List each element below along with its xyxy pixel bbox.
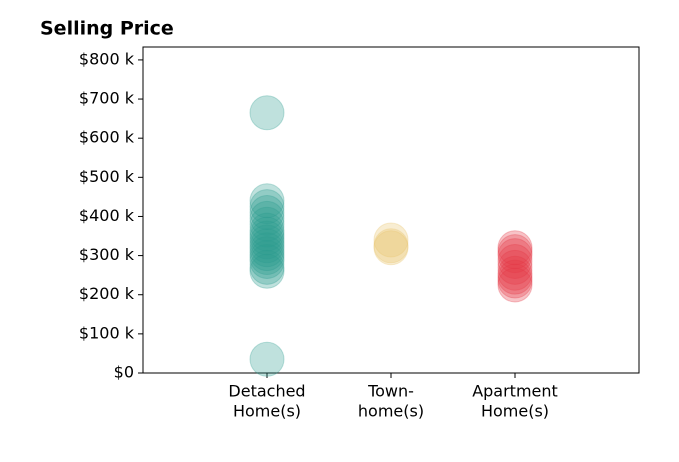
- plot-frame: [142, 46, 640, 374]
- point: [497, 243, 533, 279]
- x-tick-label: Home(s): [233, 402, 301, 421]
- point: [249, 220, 285, 256]
- point: [249, 212, 285, 248]
- point: [249, 206, 285, 242]
- y-tick-label: $200 k: [79, 284, 135, 303]
- point: [497, 259, 533, 295]
- point: [497, 267, 533, 303]
- point: [249, 95, 285, 131]
- point: [497, 230, 533, 266]
- point: [249, 195, 285, 231]
- point: [497, 238, 533, 274]
- point: [249, 236, 285, 272]
- point: [249, 243, 285, 279]
- y-tick-label: $700 k: [79, 89, 135, 108]
- y-tick-label: $100 k: [79, 323, 135, 342]
- chart-title: Selling Price: [40, 18, 174, 40]
- y-tick-label: $500 k: [79, 167, 135, 186]
- point: [373, 228, 409, 264]
- x-tick-label: Detached: [228, 382, 305, 401]
- x-tick-label: home(s): [358, 402, 424, 421]
- point: [249, 232, 285, 268]
- point: [249, 200, 285, 236]
- point: [497, 234, 533, 270]
- point: [497, 263, 533, 299]
- point: [249, 183, 285, 219]
- point: [373, 230, 409, 266]
- point: [249, 216, 285, 252]
- y-tick-label: $600 k: [79, 128, 135, 147]
- y-tick-label: $0: [114, 363, 134, 382]
- point: [249, 249, 285, 285]
- point: [497, 249, 533, 285]
- x-tick-label: Apartment: [472, 382, 558, 401]
- x-tick-label: Town-: [367, 382, 414, 401]
- point: [249, 240, 285, 276]
- point: [249, 341, 285, 377]
- x-tick-label: Home(s): [481, 402, 549, 421]
- point: [249, 228, 285, 264]
- y-tick-label: $300 k: [79, 245, 135, 264]
- point: [249, 189, 285, 225]
- point: [497, 255, 533, 291]
- y-tick-label: $400 k: [79, 206, 135, 225]
- y-tick-label: $800 k: [79, 49, 135, 68]
- point: [249, 253, 285, 289]
- point: [249, 224, 285, 260]
- point: [373, 222, 409, 258]
